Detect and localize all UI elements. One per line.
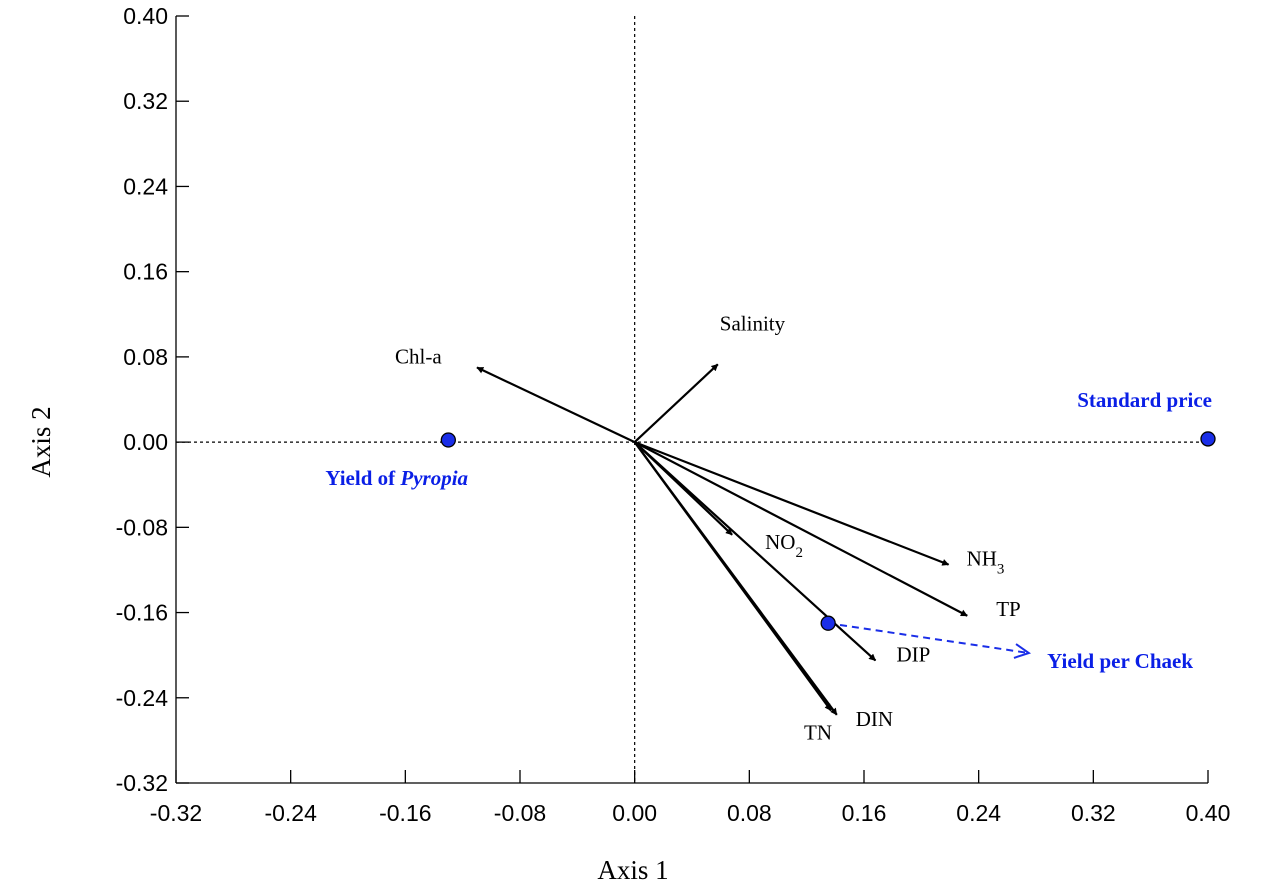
vector-label-nh3: NH3 <box>967 547 1005 578</box>
point-label-yield-of-pyropia: Yield of Pyropia <box>325 466 468 490</box>
vector-nh3 <box>634 441 950 566</box>
y-tick-label: 0.24 <box>123 173 168 199</box>
vector-salinity <box>633 363 719 443</box>
y-tick-label: -0.08 <box>116 514 168 540</box>
vector-tn <box>633 441 832 712</box>
x-tick-label: -0.32 <box>150 800 202 826</box>
vector-dip <box>633 441 877 662</box>
x-tick-label: 0.24 <box>956 800 1001 826</box>
point-standard-price <box>1200 431 1216 447</box>
point-yield-of-pyropia <box>440 432 456 448</box>
vector-label-text: NH <box>967 547 997 571</box>
ticks: -0.32 -0.24 -0.16 -0.08 0.00 0.08 0.16 0.24 0.32… <box>116 3 1231 826</box>
vector-label-text: TN <box>804 721 832 745</box>
point-label-standard-price: Standard price <box>1077 388 1212 412</box>
vector-label-text: Salinity <box>720 311 786 335</box>
vector-label-subscript: 3 <box>997 562 1005 578</box>
projection-arrowhead <box>1013 643 1032 659</box>
x-tick-label: 0.00 <box>612 800 657 826</box>
x-tick-label: -0.08 <box>494 800 546 826</box>
vector-label-din: DIN <box>856 707 893 731</box>
vector-tp <box>634 441 968 617</box>
vector-label-chl-a: Chl-a <box>395 345 442 369</box>
vector-label-tp: TP <box>996 597 1021 621</box>
vector-label-text: DIN <box>856 707 893 731</box>
vector-chl-a <box>476 366 636 444</box>
vector-label-text: NO <box>765 530 795 554</box>
projection-line <box>828 622 1029 655</box>
point-label-yield-per-chaek: Yield per Chaek <box>1047 649 1193 673</box>
vector-label-text: Chl-a <box>395 345 442 369</box>
y-tick-label: -0.16 <box>116 600 168 626</box>
y-tick-label: -0.24 <box>116 685 169 711</box>
x-tick-label: 0.32 <box>1071 800 1116 826</box>
y-tick-label: 0.40 <box>123 3 168 29</box>
point-label-text: Yield per Chaek <box>1047 649 1193 673</box>
y-axis-title: Axis 2 <box>26 406 56 477</box>
point-label-italic: Pyropia <box>399 466 468 490</box>
y-tick-label: 0.32 <box>123 88 168 114</box>
vector-label-text: TP <box>996 597 1021 621</box>
point-yield-per-chaek <box>820 615 836 631</box>
y-tick-label: 0.00 <box>123 429 168 455</box>
vectors: Chl-a Salinity NO2 NH3 TP DIP DIN TN <box>395 311 1021 744</box>
y-tick-label: 0.16 <box>123 259 168 285</box>
y-tick-label: 0.08 <box>123 344 168 370</box>
x-tick-label: -0.24 <box>264 800 317 826</box>
vector-label-text: DIP <box>896 642 930 666</box>
x-tick-label: -0.16 <box>379 800 431 826</box>
x-tick-label: 0.08 <box>727 800 772 826</box>
vector-label-no2: NO2 <box>765 530 803 561</box>
x-axis-title: Axis 1 <box>597 855 668 885</box>
x-tick-label: 0.16 <box>842 800 887 826</box>
y-tick-label: -0.32 <box>116 770 168 796</box>
vector-label-salinity: Salinity <box>720 311 786 335</box>
vector-label-tn: TN <box>804 721 832 745</box>
axes <box>175 16 1208 784</box>
points: Yield of Pyropia Standard price Yield per … <box>325 388 1216 673</box>
vector-label-subscript: 2 <box>795 545 803 561</box>
point-label-text: Standard price <box>1077 388 1212 412</box>
vector-label-dip: DIP <box>896 642 930 666</box>
x-tick-label: 0.40 <box>1186 800 1231 826</box>
point-label-text: Yield of <box>325 466 400 490</box>
